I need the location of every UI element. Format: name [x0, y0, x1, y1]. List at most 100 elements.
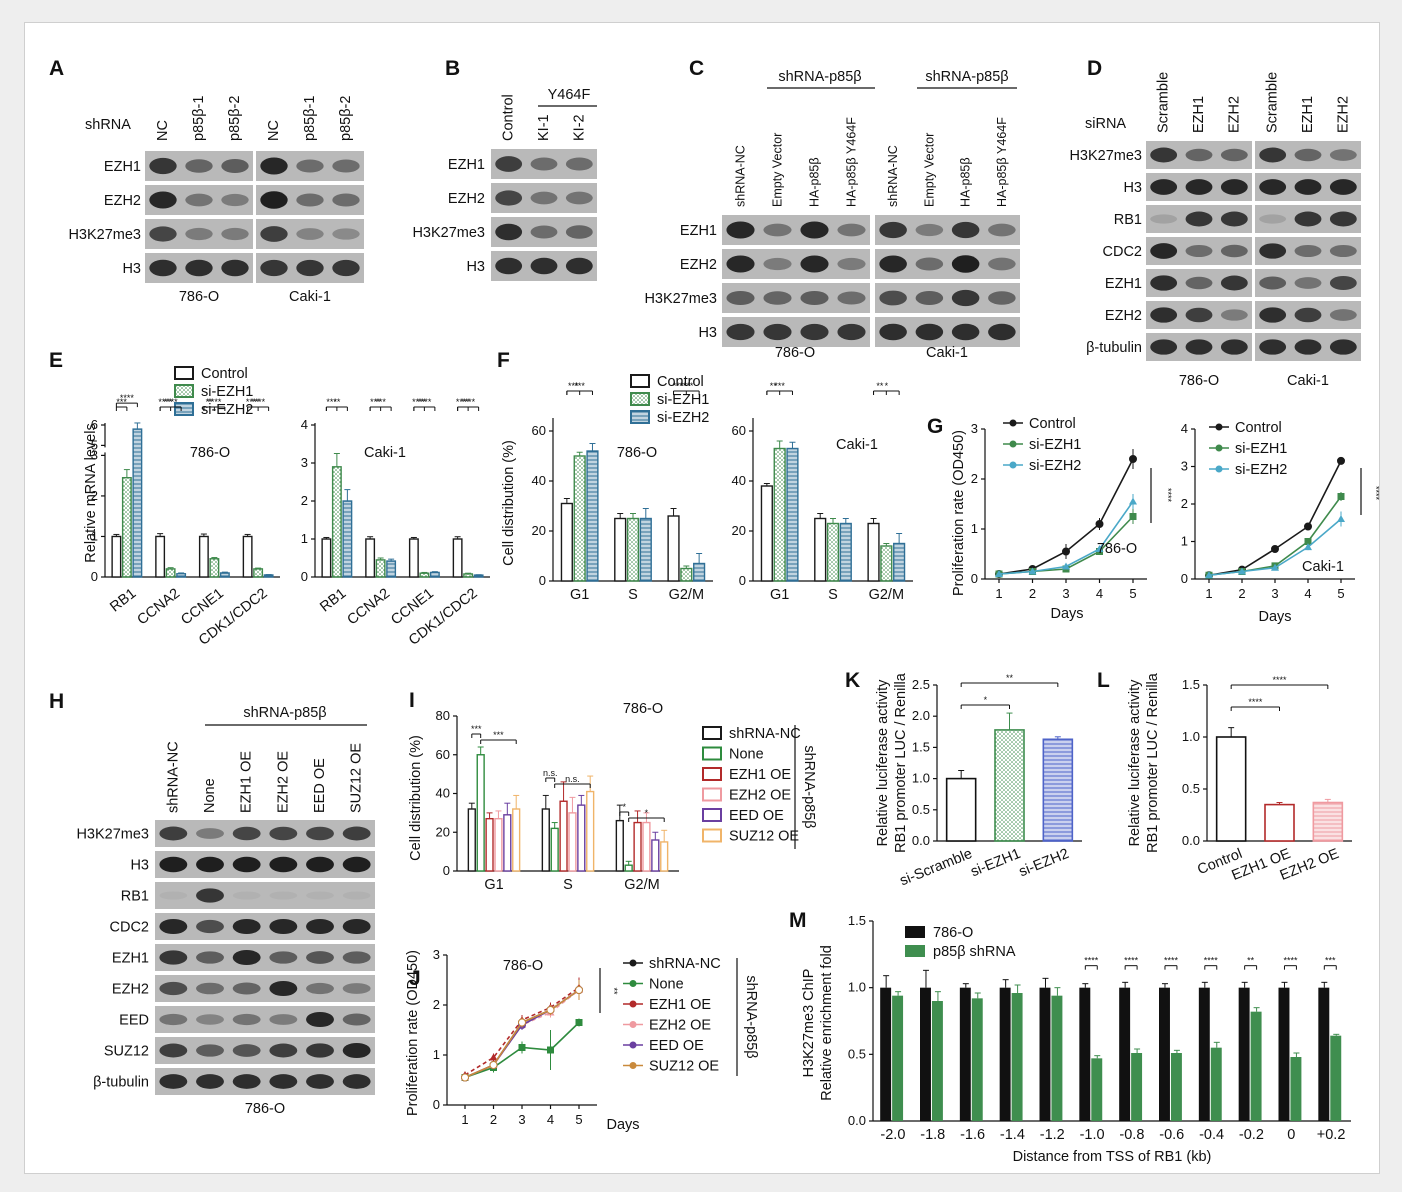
blot-band	[342, 891, 371, 900]
point	[1129, 497, 1137, 505]
legend-label: si-EZH2	[1235, 462, 1287, 478]
point	[518, 1018, 526, 1027]
sig-label: *	[885, 381, 889, 391]
blot-band	[185, 227, 213, 241]
blot-band	[1150, 147, 1178, 163]
blot-band	[565, 157, 593, 171]
sig-label: *	[984, 695, 988, 705]
sig-label: ****	[1248, 697, 1263, 707]
lane-label: HA-p85β	[808, 157, 822, 207]
blot-band	[1150, 275, 1178, 291]
y-tick-label: 0.5	[848, 1046, 866, 1061]
bar	[503, 814, 512, 872]
legend-swatch	[630, 410, 650, 424]
blot-row-label: CDC2	[1103, 244, 1142, 260]
blot-band	[342, 1042, 371, 1059]
x-tick-label: -2.0	[880, 1127, 905, 1143]
blot-band	[1185, 307, 1213, 323]
y-tick-label: 60	[436, 747, 450, 762]
sig-label: **	[876, 381, 884, 391]
y-tick-label: 60	[532, 423, 546, 438]
bar	[626, 517, 640, 582]
x-tick-label: 3	[518, 1112, 525, 1127]
blot-band	[1185, 339, 1213, 355]
blot-band	[988, 257, 1016, 271]
legend-marker	[629, 1041, 637, 1049]
bar	[760, 485, 773, 582]
panel-label-L: L	[1097, 669, 1110, 692]
x-tick-label: G1	[570, 587, 589, 603]
y-tick-label: 3	[433, 947, 440, 962]
blot-band	[1329, 275, 1357, 291]
blot-strip	[155, 975, 375, 1002]
bar	[165, 568, 176, 578]
blot-strip	[155, 1068, 375, 1095]
blot-row-label: RB1	[1114, 212, 1142, 228]
shrna-label: shRNA	[85, 117, 131, 133]
bar	[473, 574, 484, 578]
y-tick-label: 20	[436, 824, 450, 839]
x-tick-label: 4	[547, 1112, 554, 1127]
blot-row-label: EED	[119, 1013, 149, 1029]
y-tick-label: 3	[301, 455, 308, 470]
legend-marker	[629, 1062, 637, 1069]
y-tick-label: 1.0	[1182, 729, 1200, 744]
sig-label: *	[645, 808, 649, 818]
x-tick-label: 4	[1304, 586, 1311, 601]
blot-band	[306, 1074, 334, 1089]
bar	[429, 571, 440, 578]
blot-band	[1259, 243, 1287, 259]
blot-band	[837, 257, 866, 271]
bar	[680, 567, 693, 582]
blot-band	[1329, 211, 1357, 227]
y-tick-label: 80	[436, 708, 450, 723]
legend-label: shRNA-NC	[729, 726, 801, 742]
bar	[1039, 987, 1051, 1121]
bar	[1318, 987, 1330, 1121]
blot-band	[342, 1013, 371, 1026]
bar	[1250, 1011, 1262, 1121]
blot-band	[196, 888, 224, 903]
sig-label: ****	[1272, 675, 1287, 685]
blot-band	[879, 255, 907, 273]
bar	[614, 517, 627, 582]
blot-band	[988, 223, 1016, 237]
x-tick-label: G2/M	[624, 877, 659, 893]
y-axis-title: RB1 promoter LUC / Renilla	[893, 672, 909, 853]
legend-marker	[1215, 465, 1223, 473]
blot-band	[1294, 244, 1322, 258]
x-tick-label: G2/M	[669, 587, 704, 603]
subtitle: 786-O	[503, 958, 543, 974]
blot-band	[1329, 309, 1357, 321]
panel-label-B: B	[445, 57, 460, 80]
blot-band	[1329, 339, 1357, 355]
blot-band	[951, 289, 980, 307]
panel-label-K: K	[845, 669, 860, 692]
panel-label-J: J	[409, 967, 421, 990]
bar	[263, 574, 274, 578]
blot-band	[1220, 179, 1248, 195]
blot-band	[915, 257, 944, 271]
blot-band	[1220, 275, 1248, 291]
blot-band	[221, 259, 249, 277]
bar	[1079, 987, 1091, 1121]
blot-band	[159, 891, 188, 900]
y-tick-label: 0.0	[912, 833, 930, 848]
blot-row-label: H3	[130, 858, 149, 874]
blot-band	[342, 951, 371, 964]
bar	[452, 538, 463, 578]
bar	[920, 987, 931, 1121]
x-tick-label: RB1	[317, 586, 349, 616]
legend-swatch	[702, 726, 722, 740]
bar	[1051, 995, 1063, 1121]
sig-label: ***	[574, 381, 585, 391]
x-tick-label: -1.8	[920, 1127, 945, 1143]
bar	[642, 821, 651, 872]
sig-label: ****	[246, 397, 261, 407]
bar	[321, 538, 332, 578]
blot-band	[726, 291, 755, 305]
legend-label: EZH1 OE	[729, 767, 791, 783]
y-tick-label: 40	[436, 786, 450, 801]
sig-label: **	[770, 381, 778, 391]
bar	[242, 535, 253, 578]
